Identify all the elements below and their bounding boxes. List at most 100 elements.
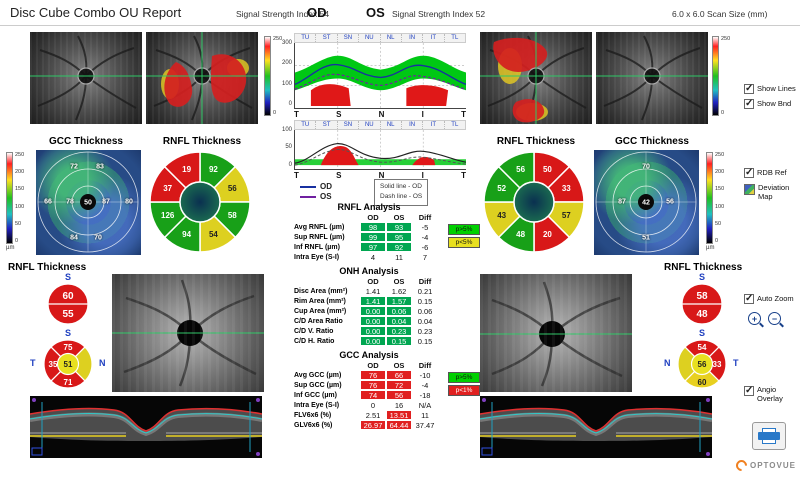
donut-value: 126 [161,211,175,220]
table-cell: 97 [360,242,386,252]
angio-overlay-checkbox[interactable]: Angio Overlay [744,385,800,403]
os-curve [295,149,466,166]
zoom-in-icon[interactable]: + [748,312,761,325]
optovue-logo-text: OPTOVUE [750,461,796,470]
od-map-thickness-scale: 250 200 150 100 50 0 µm [6,152,24,251]
table-row: Sup GCC (µm) 76 72 -4 [294,380,438,390]
superior-marker: S [64,272,71,282]
od-gcc-thickness-map[interactable]: 72 83 66 78 50 87 80 84 70 [36,150,141,255]
donut-value: 43 [497,211,506,220]
deviation-map-button[interactable]: Deviation Map [744,183,800,201]
quad-center-value: 51 [64,360,73,369]
quad-temp-value: 33 [713,360,722,369]
table-col-header: Diff [418,277,432,286]
gcc-sector-value: 84 [70,234,78,242]
abnormal-region [320,145,359,166]
table-cell: 66 [386,370,412,380]
table-cell: 0.00 [360,336,386,346]
table-cell: 26.97 [360,420,386,430]
table-cell: 13.51 [386,410,412,420]
table-cell: 74 [360,390,386,400]
gcc-sector-value: 72 [70,163,78,171]
page-title: Disc Cube Combo OU Report [10,5,182,20]
checkbox-label: RDB Ref [757,168,787,177]
od-oct-bscan[interactable] [30,396,262,458]
table-col-header: Diff [418,361,432,370]
optovue-logo: OPTOVUE [733,457,796,474]
os-map-thickness-scale: 250 200 150 100 50 0 µm [706,152,724,251]
od-enface-graphics [112,279,264,387]
od-gcc-thickness-title: GCC Thickness [49,136,123,147]
color-scale-bar [264,36,271,116]
os-oct-bscan[interactable] [480,396,712,458]
os-enface-image[interactable] [480,274,632,392]
table-row: Sup RNFL (µm) 99 95 -4 [294,232,438,242]
table-row: C/D V. Ratio 0.00 0.23 0.23 [294,326,438,336]
table-col-header: Diff [418,213,432,222]
os-line-swatch [300,195,316,198]
os-fundus-image[interactable] [596,32,708,124]
row-label: C/D V. Ratio [294,327,334,335]
table-row: Rim Area (mm²) 1.41 1.57 0.15 [294,296,438,306]
row-label: Disc Area (mm²) [294,287,348,295]
table-row: Cup Area (mm²) 0.00 0.06 0.06 [294,306,438,316]
od-fundus-image[interactable] [30,32,142,124]
scale-tick: 150 [715,186,725,193]
table-cell: 11 [386,252,412,262]
gcc-sector-value: 80 [125,198,133,206]
show-lines-checkbox[interactable]: Show Lines [744,83,796,94]
auto-zoom-checkbox[interactable]: Auto Zoom [744,293,794,304]
od-curve [295,63,466,86]
scale-tick: 50 [715,220,722,227]
gcc-center-value: 50 [84,199,92,207]
table-row: Intra Eye (S-I) 0 16 N/A [294,400,438,410]
table-row: C/D H. Ratio 0.00 0.15 0.15 [294,336,438,346]
table-header-row: OD OS Diff [294,276,438,286]
od-rnfl-sector-donut[interactable]: 92 56 58 54 94 126 37 19 [148,150,252,254]
checkbox-box [744,167,754,178]
show-bnd-checkbox[interactable]: Show Bnd [744,98,792,109]
y-tick: 100 [281,81,292,87]
gcc-sector-value: 56 [666,198,674,206]
os-curve [295,73,466,90]
rdb-ref-checkbox[interactable]: RDB Ref [744,167,787,178]
donut-value: 48 [516,230,525,239]
table-row: Avg GCC (µm) 76 66 -10 [294,370,438,380]
rnfl-analysis-title: RNFL Analysis [337,202,401,212]
os-rnfl-sector-donut[interactable]: 50 33 57 20 48 43 52 56 [482,150,586,254]
checkbox-box [744,98,754,109]
os-quadrant-circle: 54 33 60 56 [677,339,727,389]
od-enface-image[interactable] [112,274,264,392]
print-button[interactable] [752,422,786,450]
scale-max: 250 [273,36,283,42]
table-cell: 98 [360,222,386,232]
checkbox-label: Auto Zoom [757,294,794,303]
os-rnfl-significance-overlay[interactable] [480,32,592,124]
row-label: C/D Area Ratio [294,317,343,325]
tsnit-sector-strip: TU ST SN NU NL IN IT TL [294,33,466,43]
checkbox-box [744,385,754,396]
row-label: Inf GCC (µm) [294,391,337,399]
y-tick: 100 [281,127,292,133]
table-cell: -4 [412,232,438,242]
od-fundus-vessels [30,35,142,121]
scale-tick: 100 [715,203,725,210]
od-gcc-significance-overlay[interactable] [146,32,258,124]
table-cell: 72 [386,380,412,390]
zoom-out-icon[interactable]: − [768,312,781,325]
os-gcc-thickness-map[interactable]: 70 87 42 56 51 [594,150,699,255]
checkbox-label: Show Bnd [757,99,792,108]
od-signal-strength: Signal Strength Index 54 [236,9,330,19]
zoom-controls: + − [748,312,781,325]
report-header: Disc Cube Combo OU Report Signal Strengt… [0,0,800,26]
table-header-row: OD OS Diff [294,212,438,222]
gcc-significance-badge: p>5% [448,372,480,383]
quad-inf-value: 60 [698,378,707,387]
y-tick: 300 [281,40,292,46]
hemi-inf-value: 48 [696,309,708,320]
os-overlay-graphics [480,32,592,124]
superior-marker: S [698,328,705,338]
rnfl-analysis-table: OD OS Diff Avg RNFL (µm) 98 93 -5 Sup RNFL (µm)… [294,212,438,262]
row-label: Avg RNFL (µm) [294,223,345,231]
